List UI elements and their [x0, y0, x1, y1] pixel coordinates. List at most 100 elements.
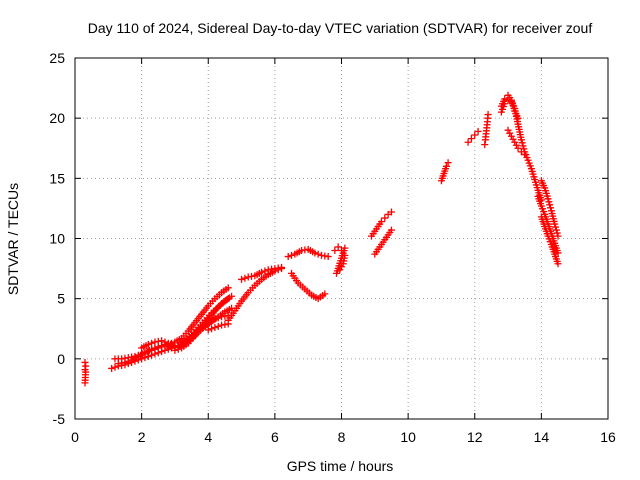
data-point: [121, 358, 129, 366]
series-arc14: [371, 226, 395, 258]
data-point: [518, 139, 526, 147]
data-point: [514, 114, 522, 122]
data-point: [381, 214, 389, 222]
data-point: [387, 226, 395, 234]
data-point: [552, 223, 560, 231]
data-point: [338, 263, 345, 271]
data-point: [211, 315, 219, 323]
y-tick-label: 20: [49, 110, 65, 126]
data-point: [111, 363, 119, 371]
data-point: [321, 290, 329, 298]
x-tick-label: 12: [467, 429, 483, 445]
series-arc2: [108, 292, 236, 372]
data-point: [511, 138, 519, 146]
data-point: [514, 144, 522, 152]
series-arc4: [114, 304, 236, 368]
data-point: [174, 345, 182, 353]
data-point: [464, 138, 472, 146]
x-tick-label: 0: [71, 429, 79, 445]
series-arc20: [504, 126, 529, 158]
y-tick-label: -5: [53, 411, 66, 427]
data-point: [214, 322, 222, 330]
data-point: [224, 284, 232, 292]
data-point: [547, 204, 555, 212]
data-point: [519, 142, 527, 150]
data-point: [258, 268, 266, 276]
x-axis-label: GPS time / hours: [287, 458, 394, 474]
data-point: [471, 131, 479, 139]
data-point: [517, 136, 525, 144]
data-point: [512, 141, 520, 149]
data-point: [331, 247, 339, 255]
series-arc22: [534, 192, 562, 257]
series-arc7: [204, 320, 232, 334]
data-point: [551, 220, 559, 228]
plot-frame: [74, 57, 609, 420]
data-point: [521, 150, 529, 158]
x-tick-label: 14: [534, 429, 550, 445]
series-arc10: [284, 245, 332, 261]
data-point: [333, 269, 341, 277]
series-arc9: [238, 263, 286, 283]
data-point: [288, 251, 296, 259]
series-arc16: [464, 127, 482, 146]
data-point: [501, 95, 509, 103]
data-point: [474, 127, 482, 135]
series-arc11: [288, 269, 329, 303]
x-tick-label: 6: [271, 429, 279, 445]
x-tick-label: 10: [400, 429, 416, 445]
data-point: [444, 159, 452, 167]
series-arc3: [111, 284, 232, 363]
y-tick-label: 5: [57, 291, 65, 307]
data-point: [554, 249, 562, 257]
data-point: [144, 340, 152, 348]
x-tick-label: 16: [600, 429, 616, 445]
data-point: [509, 135, 517, 143]
series-arc17: [481, 111, 492, 149]
data-point: [545, 198, 553, 206]
data-point: [241, 274, 249, 282]
data-point: [314, 250, 322, 258]
series-arc19: [497, 91, 522, 122]
data-point: [387, 208, 395, 216]
data-point: [484, 111, 492, 119]
data-point: [171, 346, 179, 354]
series-arc8: [224, 265, 286, 324]
data-point: [336, 266, 344, 274]
data-point: [442, 162, 450, 170]
grid-layer: [75, 58, 608, 419]
data-point: [148, 345, 156, 353]
series-arc5: [138, 312, 232, 352]
data-point: [151, 344, 159, 352]
data-point: [481, 141, 489, 149]
data-point: [148, 339, 156, 347]
y-tick-label: 10: [49, 231, 65, 247]
x-tick-label: 2: [138, 429, 146, 445]
data-point: [158, 337, 166, 345]
data-point: [544, 195, 552, 203]
data-point: [554, 260, 562, 268]
data-point: [377, 218, 385, 226]
tick-layer: 0 2 4 6 8 10 12 14 16 -5 0 5 10 15 20 25: [49, 50, 616, 445]
data-point: [506, 129, 514, 137]
data-point: [161, 338, 169, 346]
data-point: [208, 325, 216, 333]
data-point: [204, 326, 212, 334]
data-point: [238, 275, 246, 283]
data-point: [546, 201, 554, 209]
data-layer: [81, 91, 562, 387]
y-tick-label: 0: [57, 351, 65, 367]
data-point: [467, 135, 475, 143]
data-point: [81, 379, 89, 387]
series-arc21: [537, 177, 562, 240]
data-point: [81, 358, 89, 366]
x-tick-label: 4: [204, 429, 212, 445]
series-arc15: [437, 159, 452, 185]
data-point: [214, 314, 222, 322]
series-arc13: [367, 208, 395, 240]
series-arc1: [81, 358, 90, 387]
data-point: [341, 251, 349, 259]
y-axis-label: SDTVAR / TECUs: [5, 183, 21, 295]
data-point: [82, 362, 90, 370]
